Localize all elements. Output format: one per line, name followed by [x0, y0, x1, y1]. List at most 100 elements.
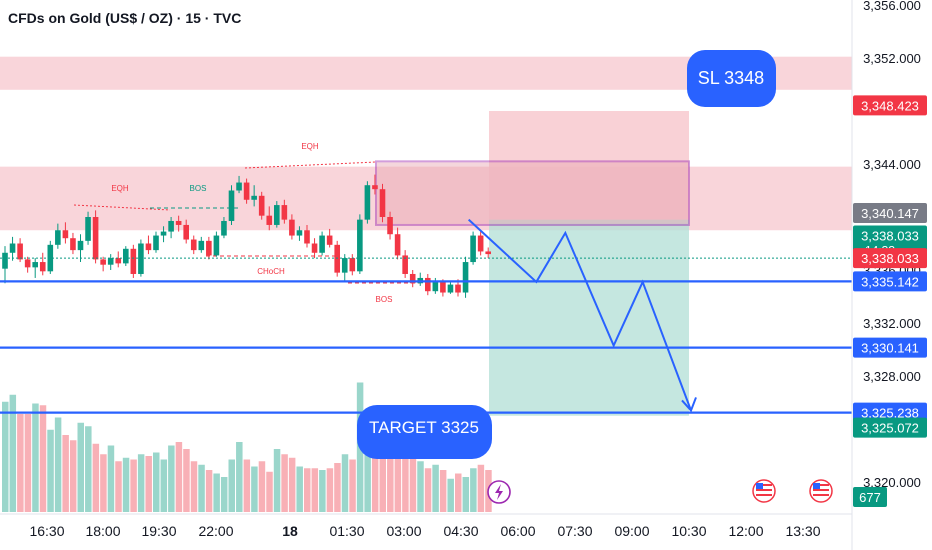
- volume-label-bg: [853, 487, 887, 507]
- volume-bar: [462, 477, 470, 512]
- volume-bar: [296, 466, 303, 512]
- candle-body: [289, 219, 295, 236]
- candle-body: [326, 235, 333, 245]
- volume-bar: [364, 433, 371, 512]
- candle-body: [251, 195, 257, 200]
- candle-body: [138, 243, 144, 274]
- us-flag-icon[interactable]: [752, 479, 776, 503]
- price-label: 3,325.072: [861, 421, 919, 436]
- candle-body: [364, 185, 371, 220]
- lightning-icon-bolt: [495, 484, 503, 500]
- us-flag-stripe: [756, 494, 772, 496]
- us-flag-stripe: [756, 489, 772, 491]
- volume-bar: [137, 454, 145, 512]
- candle-body: [334, 244, 340, 273]
- eqh-left-line: [73, 204, 171, 211]
- candle-body: [70, 238, 76, 251]
- price-label-bg: [853, 402, 927, 423]
- candle-body: [221, 220, 227, 236]
- supply-zone: [0, 166, 852, 231]
- volume-bar: [85, 426, 92, 512]
- choch-label: CHoCH: [257, 267, 285, 276]
- volume-bar: [168, 445, 175, 512]
- price-label: 3,325.238: [861, 406, 919, 421]
- volume-bar: [107, 445, 115, 512]
- candle-body: [85, 217, 91, 241]
- time-tick-label: 10:30: [671, 523, 706, 539]
- us-flag-icon[interactable]: [809, 479, 833, 503]
- candle-body: [304, 230, 310, 244]
- order-block-box: [375, 160, 690, 226]
- price-axis: 3,356.0003,352.0003,344.0003,336.0003,33…: [851, 0, 921, 550]
- volume-bar: [62, 435, 69, 512]
- candle-body: [296, 230, 303, 236]
- time-tick-label: 18:00: [85, 523, 120, 539]
- candle-body: [266, 215, 273, 225]
- volume-bar: [145, 456, 152, 512]
- volume-bar: [153, 452, 160, 512]
- price-label: 3,338.033: [861, 251, 919, 266]
- candle-body: [409, 273, 416, 284]
- projected-path-arrowhead: [681, 397, 697, 413]
- candle-body: [190, 239, 197, 251]
- candle-body: [198, 240, 205, 251]
- price-label: 3,340.147: [861, 206, 919, 221]
- candle-body: [349, 258, 356, 272]
- volume-bar: [100, 454, 107, 512]
- candle-body: [160, 231, 167, 236]
- candle-body: [24, 259, 31, 268]
- volume-bar: [24, 414, 32, 512]
- time-tick-label: 01:30: [329, 523, 364, 539]
- candle-body: [274, 205, 280, 225]
- candle-body: [153, 235, 159, 251]
- candle-body: [372, 185, 378, 190]
- volume-bar: [266, 471, 273, 512]
- volume-bar: [447, 478, 454, 512]
- price-label: 3,330.141: [861, 341, 919, 356]
- time-tick-label: 12:00: [728, 523, 763, 539]
- volume-bar: [122, 457, 130, 512]
- candle-body: [228, 190, 235, 221]
- target-badge[interactable]: TARGET 3325: [357, 405, 492, 459]
- volume-bar: [213, 473, 220, 512]
- candle-body: [379, 189, 386, 217]
- volume-bar: [402, 436, 409, 512]
- volume-bar: [477, 464, 485, 512]
- volume-bar: [220, 477, 228, 512]
- candle-body: [213, 235, 220, 256]
- sl-badge[interactable]: SL 3348: [687, 50, 776, 107]
- target-badge-text: TARGET 3325: [369, 418, 479, 437]
- volume-bar: [17, 414, 24, 512]
- candle-body: [440, 281, 446, 293]
- volume-bar: [470, 468, 477, 512]
- volume-bar: [130, 459, 137, 512]
- sl-badge-text: SL 3348: [698, 68, 764, 88]
- candle-body: [168, 220, 174, 232]
- candle-body: [236, 182, 242, 191]
- candle-body: [425, 277, 431, 292]
- volume-layer: [2, 382, 492, 512]
- candle-body: [47, 244, 54, 272]
- target-badge-bg: [357, 405, 492, 459]
- candle-body: [447, 284, 454, 293]
- us-flag-stripe: [813, 489, 829, 491]
- candle-body: [477, 235, 484, 252]
- position-layer[interactable]: [375, 111, 690, 416]
- candle-body: [243, 182, 250, 200]
- candle-body: [432, 281, 439, 292]
- us-flag-stripe: [756, 484, 772, 486]
- time-tick-label: 09:00: [614, 523, 649, 539]
- us-flag-canton: [813, 483, 820, 489]
- lightning-icon[interactable]: [487, 480, 511, 504]
- candle-body: [258, 195, 265, 216]
- take-profit-area: [489, 219, 689, 416]
- price-tick-label: 3,332.000: [863, 316, 921, 331]
- price-tick-label: 3,344.000: [863, 157, 921, 172]
- volume-bar: [69, 440, 77, 512]
- price-label: 3,338.033: [861, 229, 919, 244]
- time-tick-label: 13:30: [785, 523, 820, 539]
- time-tick-label: 03:00: [386, 523, 421, 539]
- candle-body: [39, 262, 46, 272]
- volume-bar: [341, 454, 349, 512]
